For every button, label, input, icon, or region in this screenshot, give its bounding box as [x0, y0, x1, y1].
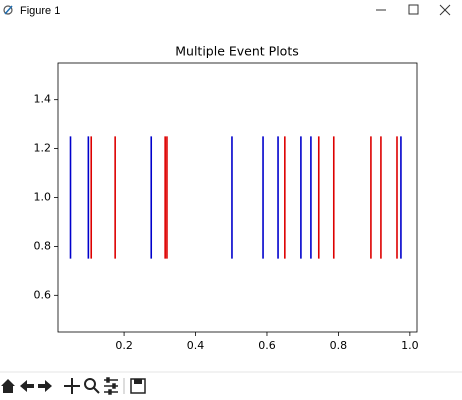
- configure-button[interactable]: [104, 377, 118, 395]
- y-tick-label: 0.8: [34, 239, 52, 252]
- y-tick-label: 1.0: [34, 191, 52, 204]
- x-tick-label: 0.8: [330, 339, 348, 352]
- pan-button[interactable]: [64, 378, 80, 394]
- home-button[interactable]: [1, 379, 15, 393]
- zoom-button[interactable]: [84, 378, 100, 394]
- x-tick-label: 0.2: [115, 339, 133, 352]
- plot-area: 0.6 0.8 1.0 1.2 1.4 0.2 0.4 0.6 0.8 1.0: [34, 93, 419, 352]
- close-button[interactable]: [439, 4, 451, 16]
- maximize-button[interactable]: [408, 4, 419, 15]
- toolbar: [1, 377, 146, 395]
- x-tick-label: 0.4: [187, 339, 205, 352]
- title-bar: Figure 1: [3, 4, 451, 17]
- chart-title: Multiple Event Plots: [175, 44, 298, 59]
- x-tick-label: 1.0: [401, 339, 419, 352]
- x-tick-label: 0.6: [258, 339, 276, 352]
- y-tick-label: 0.6: [34, 288, 52, 301]
- y-tick-label: 1.4: [34, 93, 52, 106]
- save-button[interactable]: [130, 378, 146, 394]
- window-title: Figure 1: [20, 5, 60, 17]
- back-button[interactable]: [20, 380, 34, 392]
- app-icon: [3, 5, 13, 15]
- y-tick-label: 1.2: [34, 142, 52, 155]
- forward-button[interactable]: [38, 380, 52, 392]
